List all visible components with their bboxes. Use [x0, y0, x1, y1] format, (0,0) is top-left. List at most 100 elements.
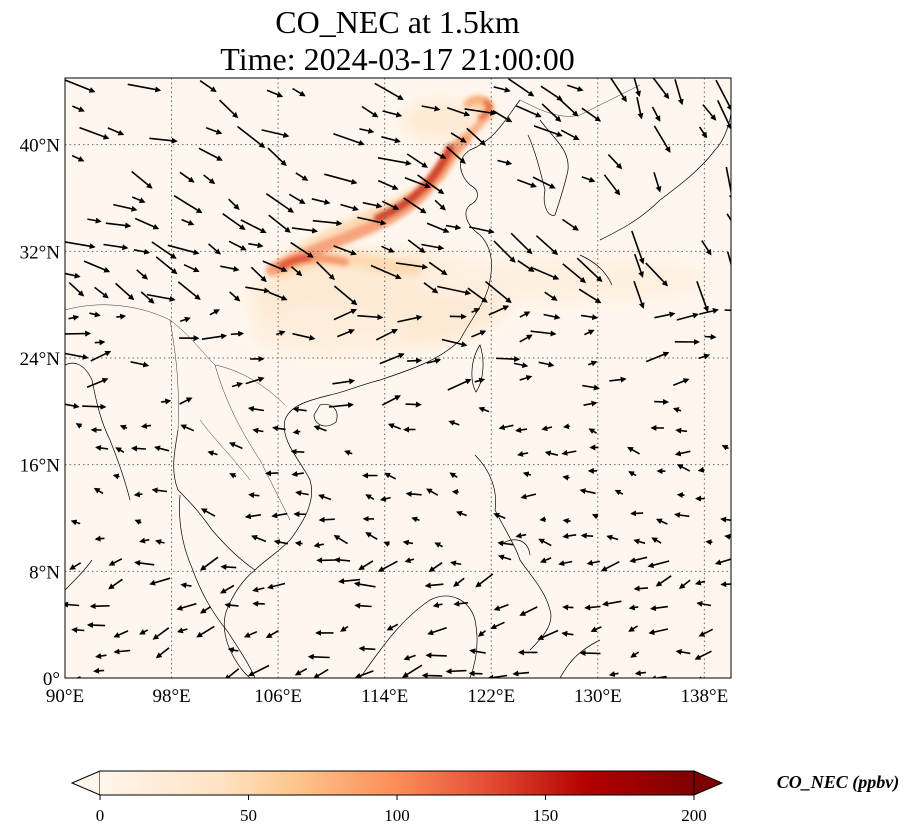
wind-arrow — [578, 288, 602, 304]
wind-arrow — [675, 427, 688, 434]
wind-arrow — [131, 196, 146, 204]
wind-arrow — [94, 535, 105, 542]
wind-arrow — [674, 512, 690, 519]
wind-arrow — [243, 630, 258, 638]
wind-arrow — [453, 577, 465, 587]
colorbar-gradient — [100, 771, 694, 795]
wind-arrow — [562, 604, 574, 611]
wind-arrow — [540, 557, 552, 563]
wind-arrow — [108, 578, 123, 590]
wind-arrow — [115, 447, 125, 453]
wind-arrow — [313, 425, 327, 432]
wind-arrow — [358, 560, 374, 571]
wind-arrow — [307, 653, 330, 660]
wind-arrow — [519, 311, 531, 318]
wind-arrow — [464, 108, 497, 116]
latitude-axis: 0° 8°N 16°N 24°N 32°N 40°N — [20, 136, 61, 690]
wind-arrow — [113, 203, 138, 212]
wind-arrow — [441, 338, 468, 348]
wind-arrow — [295, 172, 309, 181]
lon-tick-label: 130°E — [574, 686, 622, 707]
wind-arrow — [673, 378, 690, 386]
wind-arrow — [176, 602, 197, 611]
wind-arrow — [726, 213, 731, 222]
wind-arrow — [291, 471, 304, 477]
wind-arrow — [421, 105, 441, 112]
wind-arrow — [403, 654, 416, 661]
wind-arrow — [252, 427, 264, 434]
wind-arrow — [113, 648, 131, 655]
wind-arrow — [477, 630, 486, 637]
wind-arrow — [294, 667, 308, 676]
wind-arrow — [647, 560, 670, 569]
wind-arrow — [560, 129, 580, 141]
wind-arrow — [654, 311, 676, 319]
wind-arrow — [377, 157, 412, 166]
wind-arrow — [240, 219, 267, 234]
wind-arrow — [508, 78, 535, 97]
wind-arrow — [633, 585, 649, 592]
wind-arrow — [672, 407, 682, 413]
wind-arrow — [237, 125, 266, 149]
wind-arrow — [95, 444, 109, 451]
wind-arrow — [721, 444, 729, 451]
wind-arrow — [107, 127, 125, 136]
wind-arrow — [103, 243, 129, 251]
lon-tick-label: 90°E — [46, 686, 84, 707]
wind-arrow — [559, 99, 579, 117]
wind-arrow — [218, 99, 239, 119]
wind-arrow — [533, 125, 563, 137]
wind-arrow — [606, 534, 619, 541]
wind-arrow — [530, 330, 557, 337]
wind-arrow — [75, 423, 83, 429]
wind-arrow — [87, 217, 102, 224]
wind-arrow — [333, 245, 357, 256]
wind-arrow — [79, 126, 110, 140]
wind-arrow — [119, 424, 128, 431]
wind-arrow — [633, 280, 645, 309]
wind-arrow — [561, 449, 577, 456]
wind-arrow — [340, 625, 349, 632]
wind-arrow — [696, 281, 709, 313]
wind-arrow — [131, 445, 146, 452]
wind-arrow — [449, 472, 458, 479]
wind-arrow — [432, 602, 443, 608]
wind-arrow — [490, 621, 505, 630]
wind-arrow — [406, 153, 428, 168]
wind-arrow — [587, 360, 598, 367]
lon-tick-label: 122°E — [467, 686, 515, 707]
wind-arrow — [155, 256, 178, 275]
wind-arrow — [630, 510, 644, 517]
wind-arrow — [261, 129, 290, 138]
wind-arrow — [69, 562, 82, 570]
wind-arrow — [510, 232, 533, 255]
wind-arrow — [290, 241, 314, 258]
wind-arrow — [588, 428, 598, 434]
wind-arrow — [133, 248, 151, 255]
wind-arrow — [311, 198, 331, 205]
wind-arrow — [676, 312, 699, 321]
wind-arrow — [71, 626, 85, 633]
wind-arrow — [133, 491, 143, 498]
lat-tick-label: 0° — [43, 669, 60, 690]
wind-arrow — [517, 450, 529, 457]
wind-arrow — [139, 537, 150, 544]
wind-arrow — [421, 243, 445, 251]
wind-arrow — [220, 265, 240, 272]
wind-arrow — [633, 538, 646, 545]
wind-arrow — [131, 170, 153, 189]
wind-arrow — [634, 670, 646, 677]
wind-arrow — [173, 195, 203, 214]
wind-arrow — [694, 650, 712, 660]
lon-tick-label: 106°E — [254, 686, 302, 707]
longitude-axis: 90°E 98°E 106°E 114°E 122°E 130°E 138°E — [46, 686, 728, 707]
wind-arrow — [696, 600, 712, 607]
colorbar-tick-label: 50 — [240, 806, 257, 825]
wind-arrow — [495, 356, 521, 363]
wind-arrow — [365, 494, 375, 500]
wind-arrow — [209, 309, 220, 316]
wind-arrow — [228, 198, 240, 210]
wind-arrow — [450, 132, 467, 143]
wind-arrow — [152, 627, 170, 640]
